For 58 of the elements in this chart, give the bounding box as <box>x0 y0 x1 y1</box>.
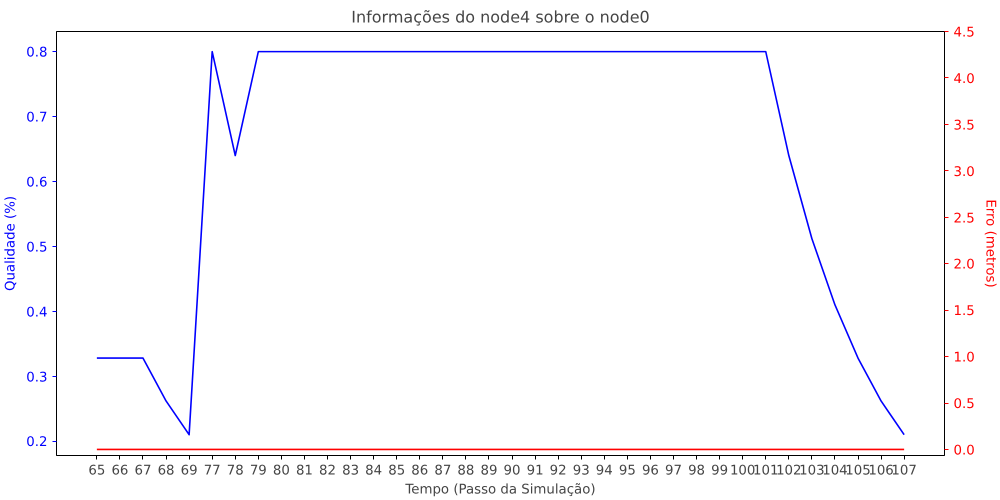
x-tick-label: 95 <box>618 464 636 478</box>
x-tick-label: 104 <box>822 464 848 478</box>
x-tick-label: 66 <box>111 464 128 478</box>
x-tick-label: 65 <box>88 464 106 478</box>
x-tick-label: 84 <box>365 464 382 478</box>
x-tick-label: 96 <box>642 464 659 478</box>
y-tick-label: 0.7 <box>26 110 48 126</box>
y2-axis-title: Erro (metros) <box>982 199 998 288</box>
line-series <box>96 50 905 436</box>
y2-tick-label: 1.5 <box>954 304 975 320</box>
x-tick-label: 87 <box>434 464 452 478</box>
y2-tick-label: 3.0 <box>954 164 975 180</box>
x-tick-label: 86 <box>411 464 428 478</box>
x-tick-label: 81 <box>296 464 313 478</box>
x-tick-label: 80 <box>272 464 290 478</box>
x-tick-label: 103 <box>799 464 825 478</box>
x-tick-label: 89 <box>480 464 498 478</box>
x-tick-label: 68 <box>158 464 175 478</box>
y2-tick-label: 2.0 <box>954 258 975 273</box>
x-tick-label: 101 <box>753 464 778 478</box>
x-tick-label: 106 <box>868 464 894 478</box>
x-tick-label: 100 <box>730 464 756 478</box>
y2-tick-label: 0.0 <box>954 443 975 458</box>
x-tick-label: 105 <box>845 464 871 478</box>
x-tick-label: 88 <box>457 464 474 478</box>
y2-tick-label: 3.5 <box>954 118 975 134</box>
chart-title: Informações do node4 sobre o node0 <box>351 8 650 26</box>
x-tick-label: 69 <box>180 464 198 478</box>
x-tick-label: 98 <box>688 464 706 478</box>
x-tick-label: 79 <box>250 464 267 478</box>
x-tick-label: 93 <box>572 464 590 478</box>
x-tick-label: 85 <box>388 464 406 478</box>
y-tick-label: 0.8 <box>26 46 48 61</box>
y2-tick-label: 4.0 <box>954 72 975 87</box>
x-tick-label: 102 <box>776 464 802 478</box>
x-tick-label: 77 <box>204 464 221 478</box>
y2-tick-label: 1.0 <box>954 350 975 366</box>
y-tick-label: 0.6 <box>26 175 48 190</box>
x-tick-label: 82 <box>319 464 336 478</box>
y-tick-label: 0.4 <box>26 305 48 320</box>
y-tick-label: 0.3 <box>26 370 48 386</box>
x-tick-label: 107 <box>891 464 917 478</box>
y2-tick-label: 0.5 <box>954 397 975 412</box>
y2-tick-label: 4.5 <box>954 26 975 40</box>
y-tick-label: 0.5 <box>26 240 48 256</box>
x-tick-label: 67 <box>134 464 152 478</box>
x-tick-label: 78 <box>226 464 244 478</box>
y-axis-title: Qualidade (%) <box>3 196 18 292</box>
x-tick-label: 94 <box>596 464 613 478</box>
x-tick-label: 97 <box>665 464 682 478</box>
x-tick-label: 99 <box>711 464 728 478</box>
y-tick-label: 0.2 <box>26 435 48 450</box>
x-tick-label: 92 <box>550 464 567 478</box>
y2-tick-label: 2.5 <box>954 211 975 226</box>
x-axis-title: Tempo (Passo da Simulação) <box>404 482 596 498</box>
x-tick-label: 83 <box>342 464 360 478</box>
x-tick-label: 91 <box>526 464 544 478</box>
x-tick-label: 90 <box>504 464 521 478</box>
